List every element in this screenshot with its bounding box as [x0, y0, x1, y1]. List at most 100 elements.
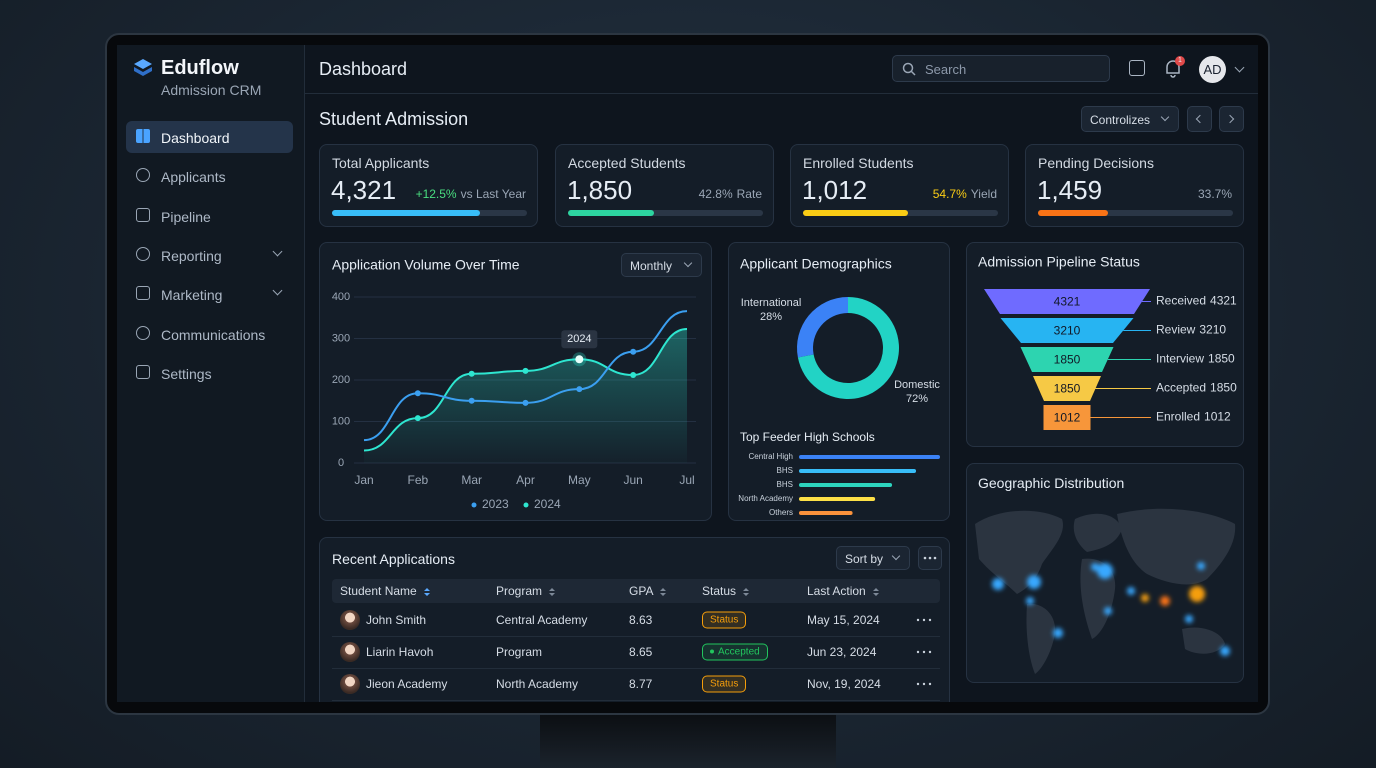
monitor-stand — [540, 715, 836, 768]
dot — [916, 650, 920, 654]
progress-bar — [332, 210, 481, 216]
nav-item[interactable]: Reporting — [126, 239, 293, 271]
kpi-card: Enrolled Students 1,012 54.7% Yield — [790, 144, 1009, 227]
student-name: Liarin Havoh — [366, 645, 434, 659]
status-label: Status — [710, 614, 739, 626]
funnel-label-name: Received — [1156, 294, 1206, 308]
sort-dropdown[interactable]: Sort by — [836, 546, 910, 570]
point — [630, 348, 637, 355]
funnel-label-name: Enrolled — [1156, 410, 1200, 424]
kpi-change: 54.7% — [932, 187, 967, 201]
nav-item[interactable]: Dashboard — [126, 121, 293, 153]
column-header[interactable]: GPA — [629, 584, 667, 598]
nav-item[interactable]: Applicants — [126, 160, 293, 192]
point — [468, 370, 475, 377]
legend-label: 2023 — [482, 497, 509, 511]
nav-icon — [136, 326, 150, 340]
next-button[interactable] — [1219, 106, 1244, 132]
y-tick-label: 400 — [332, 291, 350, 303]
dot — [916, 682, 920, 686]
notification-button[interactable] — [1164, 59, 1182, 79]
sort-arrows — [549, 587, 556, 596]
more-button[interactable] — [918, 546, 942, 570]
kpi-change: +12.5% — [415, 187, 457, 201]
nav-icon — [136, 168, 150, 182]
chevron — [1225, 114, 1235, 124]
funnel-label: Review 3210 — [1156, 323, 1226, 337]
column-header[interactable]: Status — [702, 584, 750, 598]
column-header[interactable]: Program — [496, 584, 556, 598]
kpi-value: 1,012 — [802, 175, 868, 205]
avatar[interactable]: AD — [1199, 56, 1226, 83]
column-label: Status — [702, 584, 737, 598]
kpi-card: Total Applicants 4,321 +12.5% vs Last Year — [319, 144, 538, 227]
column-header[interactable]: Student Name — [340, 584, 431, 598]
donut-value-label: 28% — [760, 311, 782, 323]
filter-dropdown[interactable]: Controlizes — [1081, 106, 1179, 132]
help-button[interactable] — [1129, 60, 1145, 76]
chevron — [683, 258, 693, 268]
column-header[interactable]: Last Action — [807, 584, 880, 598]
nav-item[interactable]: Communications — [126, 318, 293, 350]
status-label: Accepted — [718, 646, 760, 658]
search-placeholder: Search — [925, 62, 967, 77]
column-label: Student Name — [340, 584, 417, 598]
funnel-value: 3210 — [1054, 324, 1081, 338]
interval-dropdown[interactable]: Monthly — [621, 253, 702, 277]
prev-button[interactable] — [1187, 106, 1212, 132]
point — [522, 367, 529, 374]
progress-track — [1038, 210, 1233, 216]
kpi-note: 33.7% — [1198, 187, 1232, 201]
chevron — [1160, 112, 1170, 122]
chart-svg: Application Volume Over Time 0 100 200 300 40… — [332, 257, 696, 511]
sort-label: Sort by — [845, 552, 884, 566]
donut-segment — [797, 297, 848, 358]
row-actions — [916, 618, 932, 622]
dot — [922, 682, 926, 686]
search-box[interactable]: Search — [892, 55, 1110, 82]
progress-track — [332, 210, 527, 216]
funnel-stage — [1033, 376, 1101, 401]
chart-svg: Applicant Demographics International 28% Do… — [738, 256, 940, 517]
nav-label: Marketing — [161, 287, 223, 303]
dot — [922, 618, 926, 622]
funnel-label-value: 4321 — [1210, 294, 1237, 308]
funnel-value: 1850 — [1054, 382, 1081, 396]
nav-icon — [136, 365, 150, 379]
funnel-value: 1012 — [1054, 411, 1081, 425]
kpi-note: +12.5% vs Last Year — [416, 187, 526, 201]
x-tick-label: Mar — [461, 473, 482, 487]
nav-item[interactable]: Marketing — [126, 278, 293, 310]
table-cell: Jun 23, 2024 — [807, 645, 877, 659]
x-tick-label: May — [568, 473, 591, 487]
applications-card: Recent Applications Sort by Student Name… — [319, 537, 950, 702]
table-cell: Central Academy — [496, 613, 588, 627]
kpi-label: Accepted Students — [568, 155, 686, 171]
nav-label: Pipeline — [161, 209, 211, 225]
table-cell: 8.65 — [629, 645, 653, 659]
bar-label: BHS — [777, 466, 793, 475]
table-cell: North Academy — [496, 677, 579, 691]
x-tick-label: Apr — [516, 473, 535, 487]
point — [414, 415, 421, 422]
sort-arrows — [660, 587, 667, 596]
nav-item[interactable]: Pipeline — [126, 200, 293, 232]
bar-label: North Academy — [738, 494, 793, 503]
row-divider — [332, 668, 940, 669]
chart-svg: Admission Pipeline Status 4321 Received 432… — [978, 254, 1237, 430]
y-tick-label: 0 — [338, 457, 344, 469]
point — [522, 399, 529, 406]
kpi-label: Pending Decisions — [1038, 155, 1154, 171]
nav-label: Dashboard — [161, 130, 230, 146]
nav-item[interactable]: Settings — [126, 357, 293, 389]
line-chart-card: Monthly Application Volume Over Time 0 100… — [319, 242, 712, 521]
x-tick-label: Feb — [407, 473, 428, 487]
table-cell: May 15, 2024 — [807, 613, 880, 627]
tooltip-box — [561, 330, 598, 349]
activity-dots — [992, 562, 1230, 656]
kpi-change-label: Yield — [970, 187, 997, 201]
funnel-label-value: 3210 — [1199, 323, 1226, 337]
y-tick-label: 300 — [332, 332, 350, 344]
kpi-value: 4,321 — [331, 175, 397, 205]
